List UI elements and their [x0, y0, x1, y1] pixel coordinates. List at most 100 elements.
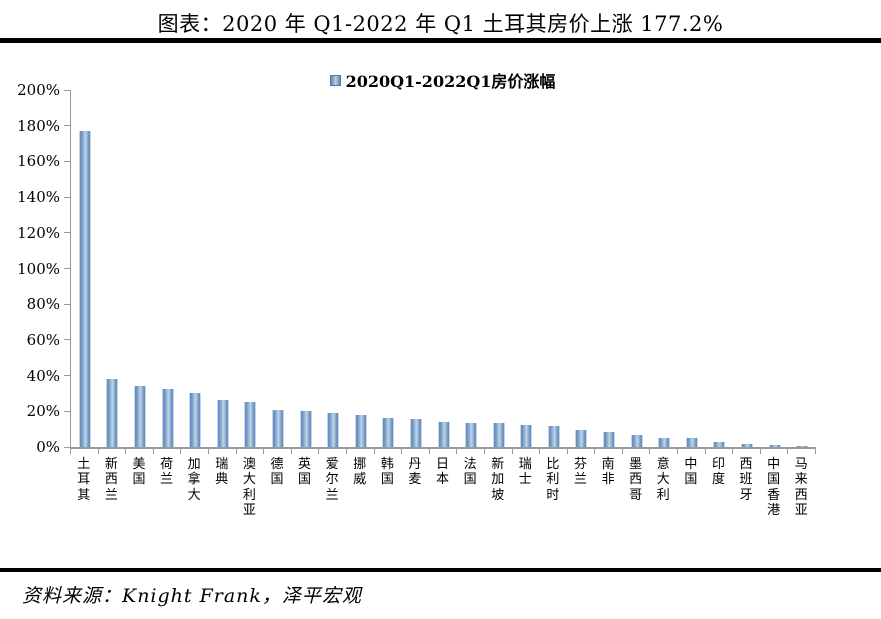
bar-slot [264, 90, 292, 447]
y-tick-label: 140% [17, 188, 60, 207]
x-category-label: 芬兰 [573, 457, 587, 488]
x-tick-cell [181, 449, 209, 454]
bar-slot [568, 90, 596, 447]
x-category-label: 印度 [711, 457, 725, 488]
bar-slot [733, 90, 761, 447]
y-tick [64, 125, 71, 127]
x-tick-cell [375, 449, 403, 454]
y-tick-label: 60% [26, 330, 60, 349]
bar-日本 [438, 421, 450, 447]
y-tick [64, 375, 71, 377]
x-label-slot: 土耳其 [70, 457, 98, 503]
x-category-label: 新加坡 [491, 457, 505, 503]
y-tick [64, 160, 71, 162]
y-tick-label: 200% [17, 81, 60, 99]
x-label-slot: 挪威 [346, 457, 374, 488]
x-category-label: 挪威 [353, 457, 367, 488]
plot-area: 0% 20% 40% 60% 80% 100% 120% 140% 160% 180% 200% [17, 82, 816, 455]
x-category-label: 韩国 [380, 457, 394, 488]
x-category-label: 日本 [436, 457, 450, 488]
bar-slot [788, 90, 816, 447]
bars-container [71, 90, 816, 447]
y-tick [64, 446, 71, 448]
legend-swatch-icon [329, 74, 341, 86]
x-tick-cell [319, 449, 347, 454]
bar-slot [71, 90, 99, 447]
bar-瑞典 [217, 399, 229, 447]
bar-中国香港 [769, 444, 781, 447]
bar-slot [154, 90, 182, 447]
x-label-slot: 意大利 [649, 457, 677, 503]
x-tick-cell [650, 449, 679, 454]
x-category-label: 美国 [132, 457, 146, 488]
x-tick-cell [71, 449, 99, 454]
x-category-label: 中国香港 [767, 457, 781, 518]
x-axis-labels: 土耳其 新西兰 美国 荷兰 加拿大 瑞典 澳大利亚 德国 英国 爱尔兰 挪威 韩国 丹麦 日本 法国 新加坡瑞… [70, 457, 815, 518]
bar-法国 [465, 422, 477, 447]
y-tick [64, 410, 71, 412]
bar-中国 [686, 438, 698, 447]
y-tick [64, 196, 71, 198]
x-label-slot: 马来西亚 [787, 457, 815, 518]
bar-英国 [300, 411, 312, 447]
bar-slot [209, 90, 237, 447]
y-tick [64, 89, 71, 91]
x-label-slot: 瑞典 [208, 457, 236, 488]
bar-印度 [713, 441, 725, 447]
bar-slot [678, 90, 706, 447]
x-label-slot: 美国 [125, 457, 153, 488]
x-tick-cell [402, 449, 430, 454]
top-divider [0, 38, 881, 43]
chart-title: 图表：2020 年 Q1-2022 年 Q1 土耳其房价上涨 177.2% [157, 12, 724, 36]
x-label-slot: 韩国 [374, 457, 402, 488]
bar-新西兰 [106, 379, 118, 447]
bar-比利时 [548, 425, 560, 447]
bar-slot [430, 90, 458, 447]
x-label-slot: 澳大利亚 [236, 457, 264, 518]
x-axis-ticks [70, 449, 817, 454]
x-tick-cell [540, 449, 568, 454]
x-tick-cell [99, 449, 127, 454]
bar-slot [706, 90, 734, 447]
x-label-slot: 法国 [456, 457, 484, 488]
x-tick-cell [209, 449, 237, 454]
y-tick [64, 232, 71, 234]
x-label-slot: 西班牙 [732, 457, 760, 503]
bar-slot [319, 90, 347, 447]
bar-西班牙 [741, 443, 753, 447]
bar-slot [181, 90, 209, 447]
x-category-label: 德国 [270, 457, 284, 488]
x-label-slot: 德国 [263, 457, 291, 488]
x-category-label: 法国 [463, 457, 477, 488]
x-category-label: 爱尔兰 [325, 457, 339, 503]
x-tick-cell [292, 449, 320, 454]
bar-slot [126, 90, 154, 447]
x-category-label: 瑞典 [215, 457, 229, 488]
x-label-slot: 比利时 [539, 457, 567, 503]
x-category-label: 英国 [298, 457, 312, 488]
bar-荷兰 [162, 389, 174, 447]
x-tick-cell [513, 449, 541, 454]
bar-美国 [134, 386, 146, 447]
x-tick-cell [126, 449, 154, 454]
bar-马来西亚 [796, 446, 808, 447]
x-category-label: 南非 [601, 457, 615, 488]
bar-slot [513, 90, 541, 447]
bar-丹麦 [410, 418, 422, 447]
bar-德国 [272, 409, 284, 447]
x-category-label: 意大利 [656, 457, 670, 503]
x-tick-cell [595, 449, 623, 454]
x-label-slot: 英国 [291, 457, 319, 488]
x-category-label: 瑞士 [518, 457, 532, 488]
x-category-label: 墨西哥 [629, 457, 643, 503]
bar-新加坡 [493, 423, 505, 447]
x-category-label: 新西兰 [104, 457, 118, 503]
y-tick [64, 268, 71, 269]
x-category-label: 比利时 [546, 457, 560, 503]
bar-slot [375, 90, 403, 447]
bar-意大利 [658, 437, 670, 447]
legend-label: 2020Q1-2022Q1房价涨幅 [345, 72, 556, 91]
bar-slot [237, 90, 265, 447]
x-tick-cell [678, 449, 706, 454]
